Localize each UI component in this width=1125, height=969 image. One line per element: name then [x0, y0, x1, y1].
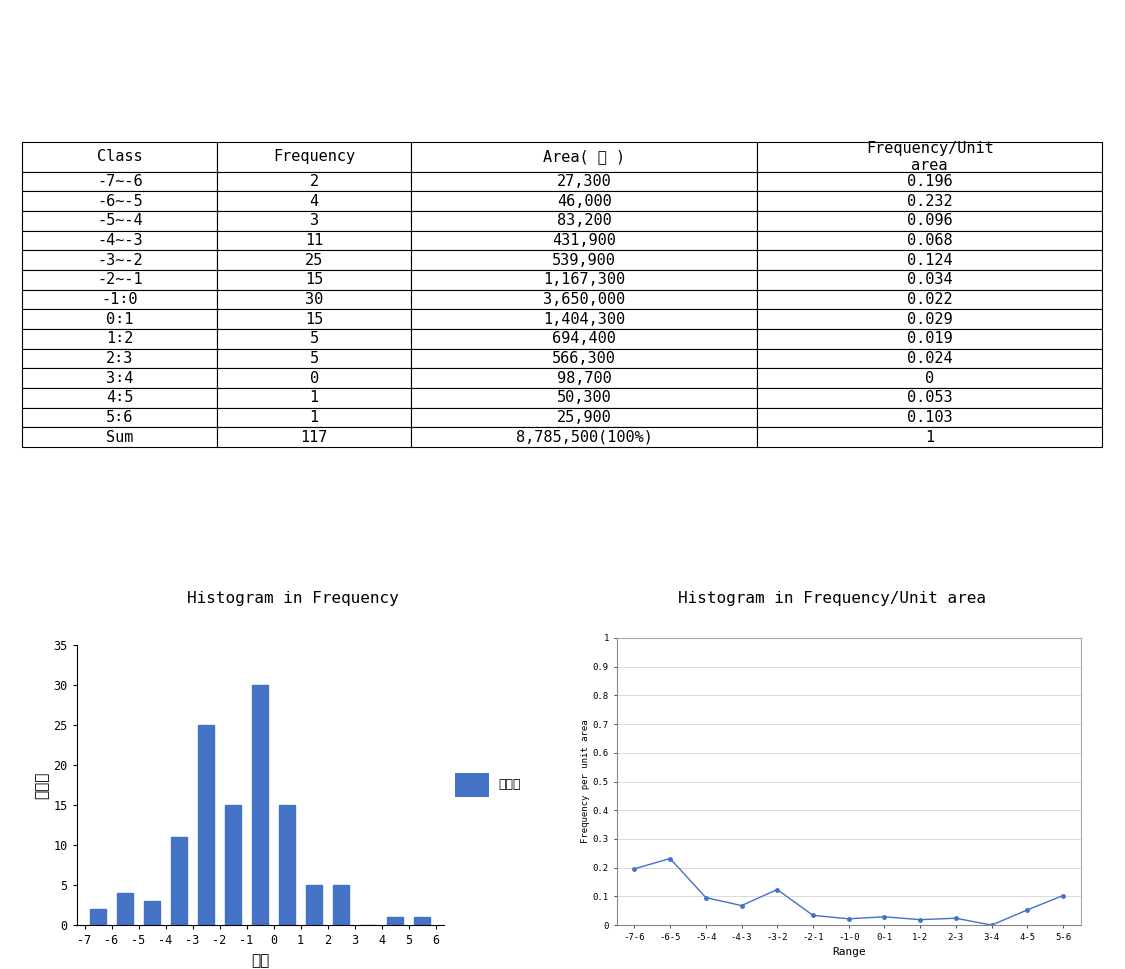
Text: Histogram in Frequency: Histogram in Frequency	[187, 591, 398, 606]
Text: Histogram in Frequency/Unit area: Histogram in Frequency/Unit area	[678, 591, 987, 606]
